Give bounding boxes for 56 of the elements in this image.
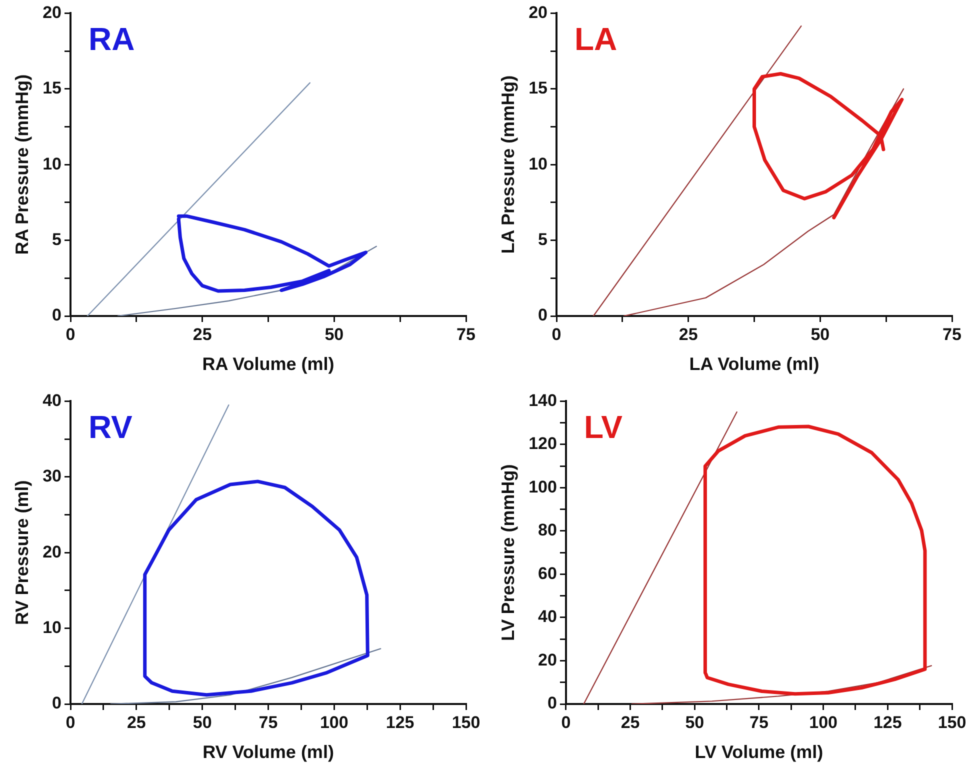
y-tick-label: 15 — [528, 78, 548, 98]
y-tick-label: 30 — [42, 466, 62, 486]
y-axis-title: LV Pressure (mmHg) — [498, 464, 518, 641]
y-tick-label: 5 — [538, 230, 548, 249]
y-tick-label: 40 — [42, 390, 62, 410]
x-tick-label: 125 — [386, 712, 414, 732]
x-tick-label: 75 — [750, 712, 768, 732]
x-tick-label: 25 — [192, 324, 212, 344]
x-tick-label: 0 — [66, 712, 76, 732]
y-tick-label: 20 — [528, 2, 548, 22]
y-tick-label: 0 — [52, 306, 62, 325]
x-tick-label: 0 — [561, 712, 571, 732]
y-tick-label: 40 — [538, 607, 557, 626]
x-tick-label: 75 — [942, 324, 962, 344]
y-tick-label: 20 — [42, 542, 62, 562]
x-tick-label: 0 — [66, 324, 76, 344]
x-axis-title: RA Volume (ml) — [202, 354, 334, 374]
x-tick-label: 75 — [258, 712, 278, 732]
y-tick-label: 60 — [538, 564, 557, 583]
x-tick-label: 50 — [685, 712, 704, 732]
chart-title: RV — [88, 409, 134, 446]
x-tick-label: 50 — [324, 324, 344, 344]
chart-title: LV — [584, 409, 624, 446]
y-tick-label: 80 — [538, 520, 557, 540]
x-tick-label: 75 — [456, 324, 476, 344]
y-axis-title: RA Pressure (mmHg) — [12, 74, 32, 255]
chart-title: RA — [88, 21, 135, 58]
x-tick-label: 100 — [809, 712, 838, 732]
x-axis-title: RV Volume (ml) — [202, 742, 334, 762]
y-axis-title: RV Pressure (ml) — [12, 480, 32, 625]
y-tick-label: 20 — [42, 2, 62, 22]
x-tick-label: 25 — [126, 712, 146, 732]
x-tick-label: 150 — [452, 712, 480, 732]
y-tick-label: 120 — [528, 434, 557, 454]
y-tick-label: 0 — [52, 694, 62, 713]
y-tick-label: 0 — [547, 694, 557, 713]
x-tick-label: 100 — [320, 712, 348, 732]
x-axis-title: LA Volume (ml) — [689, 354, 820, 374]
y-tick-label: 20 — [538, 650, 557, 670]
chart-title: LA — [574, 21, 618, 58]
x-tick-label: 50 — [192, 712, 212, 732]
y-axis-title: LA Pressure (mmHg) — [498, 75, 518, 254]
y-tick-label: 10 — [42, 618, 62, 637]
y-tick-label: 5 — [52, 230, 62, 249]
y-tick-label: 10 — [42, 154, 62, 174]
x-tick-label: 25 — [620, 712, 640, 732]
x-tick-label: 125 — [873, 712, 902, 732]
y-tick-label: 10 — [528, 154, 548, 174]
y-tick-label: 15 — [42, 78, 62, 98]
y-tick-label: 140 — [528, 390, 557, 410]
x-tick-label: 150 — [938, 712, 966, 732]
x-tick-label: 50 — [810, 324, 830, 344]
x-axis-title: LV Volume (ml) — [694, 742, 824, 762]
y-tick-label: 100 — [528, 477, 557, 496]
x-tick-label: 25 — [678, 324, 698, 344]
y-tick-label: 0 — [538, 306, 548, 325]
